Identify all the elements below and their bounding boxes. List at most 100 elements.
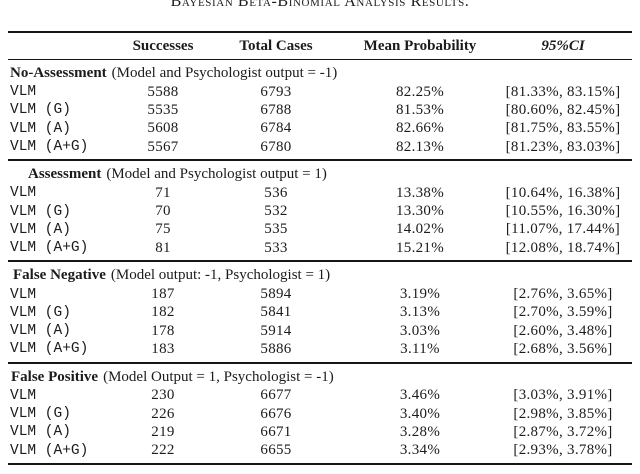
table-section: False Negative (Model output: -1, Psychol… bbox=[8, 262, 632, 364]
column-header-95ci: 95%CI bbox=[541, 37, 585, 54]
mean-probability-cell: 3.40% bbox=[399, 405, 441, 422]
model-name-cell: VLM (G) bbox=[10, 304, 71, 321]
column-header-total-cases: Total Cases bbox=[239, 37, 313, 54]
successes-cell: 222 bbox=[151, 442, 175, 459]
section-condition: (Model Output = 1, Psychologist = -1) bbox=[103, 368, 334, 385]
section-condition: (Model and Psychologist output = -1) bbox=[111, 65, 338, 81]
model-name-cell: VLM bbox=[10, 387, 37, 404]
total-cases-cell: 532 bbox=[264, 203, 288, 220]
model-name-cell: VLM bbox=[10, 286, 37, 303]
successes-cell: 182 bbox=[151, 304, 175, 321]
table-row: VLM (A+G) 183 5886 3.11% [2.68%, 3.56%] bbox=[8, 340, 632, 358]
model-name-cell: VLM (A) bbox=[10, 221, 71, 238]
ci-cell: [2.60%, 3.48%] bbox=[513, 322, 613, 339]
total-cases-cell: 535 bbox=[264, 221, 288, 238]
total-cases-cell: 536 bbox=[264, 184, 288, 201]
column-header-successes: Successes bbox=[132, 37, 194, 54]
mean-probability-cell: 81.53% bbox=[395, 101, 445, 118]
section-name: Assessment bbox=[28, 166, 102, 183]
section-header: Assessment (Model and Psychologist output… bbox=[8, 165, 632, 184]
mean-probability-cell: 13.38% bbox=[395, 184, 445, 201]
table-row: VLM 71 536 13.38% [10.64%, 16.38%] bbox=[8, 184, 632, 202]
ci-cell: [3.03%, 3.91%] bbox=[513, 387, 613, 404]
total-cases-cell: 6788 bbox=[260, 101, 292, 118]
mean-probability-cell: 3.11% bbox=[400, 340, 440, 357]
section-header: False Positive (Model Output = 1, Psychol… bbox=[8, 368, 632, 387]
model-name-cell: VLM (A+G) bbox=[10, 442, 89, 459]
ci-cell: [80.60%, 82.45%] bbox=[505, 101, 621, 118]
total-cases-cell: 5914 bbox=[260, 322, 292, 339]
total-cases-cell: 6676 bbox=[260, 405, 292, 422]
table-header-row: Successes Total Cases Mean Probability 9… bbox=[8, 33, 632, 60]
mean-probability-cell: 3.28% bbox=[399, 423, 441, 440]
model-name-cell: VLM (A) bbox=[10, 120, 71, 137]
model-name-cell: VLM bbox=[10, 84, 37, 101]
mean-probability-cell: 82.25% bbox=[395, 83, 445, 100]
table-row: VLM (G) 70 532 13.30% [10.55%, 16.30%] bbox=[8, 202, 632, 220]
section-header: No-Assessment (Model and Psychologist out… bbox=[8, 64, 632, 83]
mean-probability-cell: 82.66% bbox=[395, 120, 445, 137]
table-row: VLM (A+G) 222 6655 3.34% [2.93%, 3.78%] bbox=[8, 441, 632, 459]
section-condition: (Model and Psychologist output = 1) bbox=[106, 166, 327, 183]
table-section: Assessment (Model and Psychologist output… bbox=[8, 161, 632, 263]
model-name-cell: VLM (A+G) bbox=[10, 139, 89, 156]
ci-cell: [11.07%, 17.44%] bbox=[505, 221, 621, 238]
column-header-mean-probability: Mean Probability bbox=[363, 37, 477, 54]
ci-cell: [2.68%, 3.56%] bbox=[513, 340, 613, 357]
successes-cell: 219 bbox=[151, 423, 175, 440]
ci-cell: [81.33%, 83.15%] bbox=[505, 83, 621, 100]
total-cases-cell: 5886 bbox=[260, 340, 292, 357]
total-cases-cell: 6655 bbox=[260, 442, 292, 459]
model-name-cell: VLM (G) bbox=[10, 406, 71, 422]
successes-cell: 187 bbox=[151, 286, 175, 303]
mean-probability-cell: 82.13% bbox=[395, 138, 445, 155]
ci-cell: [10.55%, 16.30%] bbox=[505, 203, 621, 220]
ci-cell: [10.64%, 16.38%] bbox=[505, 184, 621, 201]
model-name-cell: VLM bbox=[10, 185, 37, 202]
total-cases-cell: 533 bbox=[264, 239, 288, 256]
mean-probability-cell: 3.13% bbox=[399, 304, 441, 321]
mean-probability-cell: 3.34% bbox=[399, 442, 441, 459]
table-caption: Bayesian Beta-Binomial Analysis Results. bbox=[170, 0, 470, 10]
table-row: VLM (G) 182 5841 3.13% [2.70%, 3.59%] bbox=[8, 304, 632, 322]
successes-cell: 75 bbox=[155, 221, 171, 238]
ci-cell: [2.76%, 3.65%] bbox=[513, 286, 613, 303]
successes-cell: 5588 bbox=[147, 83, 179, 100]
table-row: VLM (A) 219 6671 3.28% [2.87%, 3.72%] bbox=[8, 423, 632, 441]
successes-cell: 183 bbox=[151, 340, 175, 357]
ci-cell: [81.75%, 83.55%] bbox=[505, 120, 621, 137]
mean-probability-cell: 14.02% bbox=[395, 221, 445, 238]
ci-cell: [2.87%, 3.72%] bbox=[513, 423, 613, 440]
table-row: VLM (A) 178 5914 3.03% [2.60%, 3.48%] bbox=[8, 322, 632, 340]
successes-cell: 71 bbox=[155, 184, 171, 201]
successes-cell: 70 bbox=[155, 203, 171, 220]
table-section: False Positive (Model Output = 1, Psychol… bbox=[8, 364, 632, 463]
mean-probability-cell: 15.21% bbox=[395, 239, 445, 256]
model-name-cell: VLM (A) bbox=[10, 323, 71, 340]
successes-cell: 5535 bbox=[147, 101, 179, 118]
ci-cell: [2.93%, 3.78%] bbox=[513, 442, 613, 459]
ci-cell: [81.23%, 83.03%] bbox=[505, 138, 621, 155]
table-row: VLM (A) 5608 6784 82.66% [81.75%, 83.55%] bbox=[8, 120, 632, 138]
table-row: VLM (A+G) 81 533 15.21% [12.08%, 18.74%] bbox=[8, 239, 632, 257]
mean-probability-cell: 3.19% bbox=[399, 286, 441, 303]
table-caption-wrap: Bayesian Beta-Binomial Analysis Results. bbox=[0, 0, 640, 11]
results-table: Successes Total Cases Mean Probability 9… bbox=[8, 31, 632, 465]
table-row: VLM 187 5894 3.19% [2.76%, 3.65%] bbox=[8, 285, 632, 303]
section-name: False Positive bbox=[11, 368, 99, 385]
successes-cell: 5567 bbox=[147, 138, 179, 155]
mean-probability-cell: 3.03% bbox=[399, 322, 441, 339]
total-cases-cell: 5894 bbox=[260, 286, 292, 303]
successes-cell: 178 bbox=[151, 322, 175, 339]
mean-probability-cell: 3.46% bbox=[399, 387, 441, 404]
successes-cell: 81 bbox=[155, 239, 171, 256]
table-row: VLM (G) 5535 6788 81.53% [80.60%, 82.45%] bbox=[8, 101, 632, 119]
table-row: VLM 5588 6793 82.25% [81.33%, 83.15%] bbox=[8, 83, 632, 101]
successes-cell: 5608 bbox=[147, 120, 179, 137]
section-name: No-Assessment bbox=[10, 65, 107, 81]
section-header: False Negative (Model output: -1, Psychol… bbox=[8, 266, 632, 285]
ci-cell: [12.08%, 18.74%] bbox=[505, 239, 621, 256]
table-body: No-Assessment (Model and Psychologist out… bbox=[8, 60, 632, 463]
section-condition: (Model output: -1, Psychologist = 1) bbox=[110, 267, 331, 284]
